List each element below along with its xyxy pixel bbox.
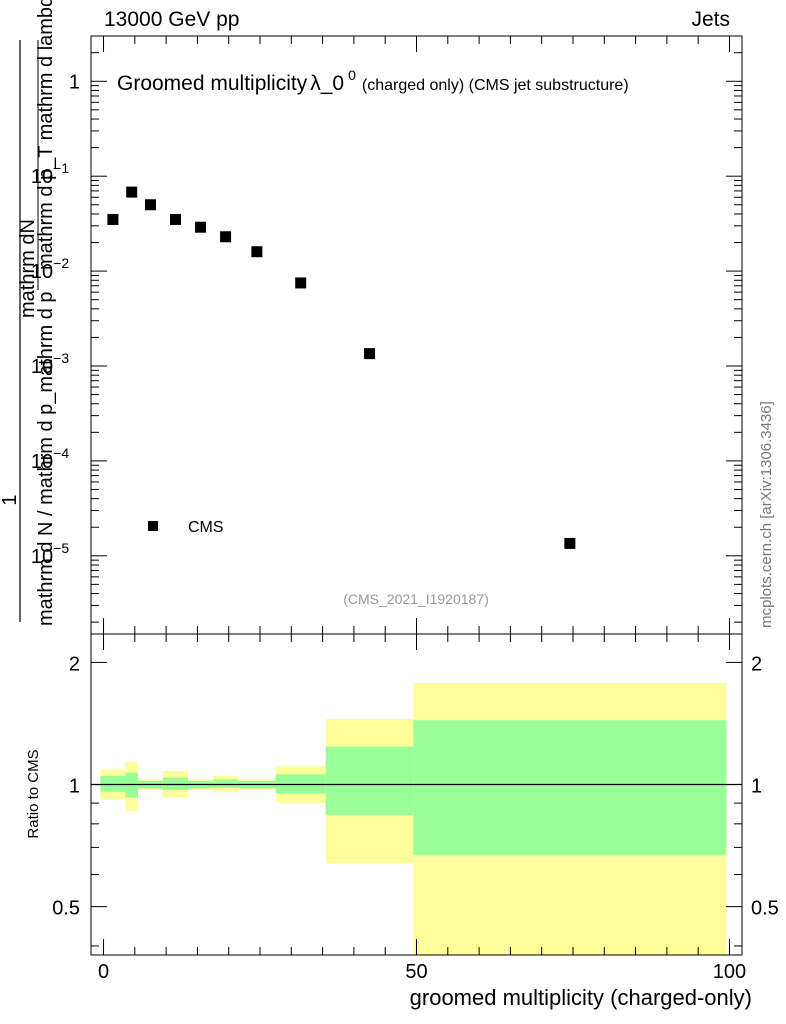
main-y-tick-label: 10−1 [31,160,69,188]
main-plot-frame [90,35,743,635]
main-y-tick-label: 1 [69,71,80,93]
ratio-tick-labels: 0.5 0.5 1 1 2 2 0 50 100 [52,653,779,983]
legend-marker-cms [148,521,158,531]
x-tick-label: 100 [713,961,746,983]
inner-band [213,779,239,789]
main-y-tick-label: 10−3 [31,350,69,378]
ratio-y-tick-label: 2 [69,653,80,675]
data-point [195,221,207,233]
ratio-y-tick-label-right: 1 [751,776,762,798]
data-point [144,199,156,211]
inner-band [162,777,189,790]
legend: CMS [148,519,224,536]
header-process-label: 13000 GeV pp [104,8,240,31]
data-point [170,213,182,225]
data-point [295,277,307,289]
analysis-watermark: (CMS_2021_I1920187) [343,591,489,607]
x-tick-label: 0 [98,961,109,983]
data-point [364,348,376,360]
main-y-tick-labels: 1 10−1 10−2 10−3 10−4 10−5 [31,71,80,568]
inner-band [275,774,326,794]
chart-title-main: Groomed multiplicity [117,72,308,95]
ratio-y-axis-title: Ratio to CMS [25,749,42,838]
data-point [251,246,263,258]
y-title-denominator-line1: mathrm dN [17,219,39,318]
y-title-denominator-line2: mathrm d p_T mathrm d lambda [35,0,57,270]
main-y-tick-label: 10−4 [31,445,69,473]
y-title-numerator: 1 [0,494,21,505]
cms-data-points [107,186,576,549]
data-point [107,213,119,225]
main-y-tick-label: 10−5 [31,540,69,568]
ratio-y-tick-label: 1 [69,776,80,798]
header-category-label: Jets [691,8,730,31]
ratio-y-tick-label-right: 0.5 [751,898,779,920]
ratio-y-tick-label: 0.5 [52,898,80,920]
inner-band [325,746,414,816]
chart-title-suffix: (charged only) (CMS jet substructure) [362,77,629,94]
x-axis-title: groomed multiplicity (charged-only) [409,985,752,1010]
inner-band [100,775,126,792]
main-y-tick-label: 10−2 [31,255,69,283]
x-tick-label: 50 [405,961,427,983]
data-point [220,231,232,243]
ratio-axis-ticks [91,634,742,955]
ratio-uncertainty-bands [100,682,727,955]
main-y-axis-title: mathrm dN 1 mathrm d p_T mathrm d lambda… [0,0,57,626]
chart-title-superscript: 0 [348,67,356,83]
chart-title: Groomed multiplicity λ_0 0 (charged only) (… [117,67,629,95]
y-title-lower-line: mathrm d N / mathrm d p_mathrm d p [35,291,57,626]
inner-band [413,720,727,856]
data-point [126,186,138,198]
legend-label-cms: CMS [188,519,224,536]
data-point [564,537,576,549]
main-axis-ticks [91,35,742,634]
ratio-y-tick-label-right: 2 [751,653,762,675]
chart-title-symbol: λ_0 [310,72,344,95]
